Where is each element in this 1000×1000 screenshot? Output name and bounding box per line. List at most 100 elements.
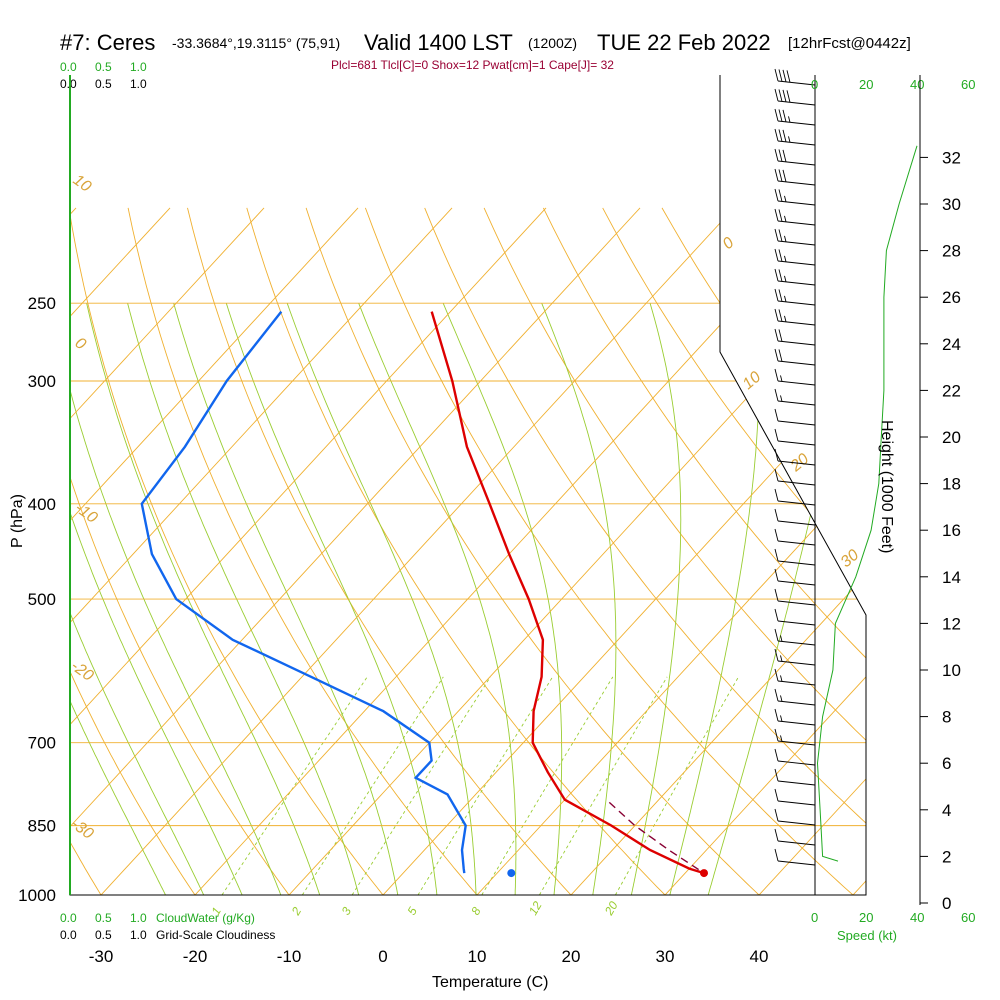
moist-adiabat-line — [70, 303, 214, 895]
isotherm-label: -30 — [68, 815, 97, 842]
dry-adiabat-line — [483, 207, 866, 895]
wind-barb-feather — [778, 169, 783, 182]
moist-adiabat-line — [664, 303, 760, 895]
wind-barb-staff — [777, 560, 816, 566]
wind-barb — [774, 568, 816, 586]
wind-barb-feather — [782, 129, 787, 143]
wind-barb-staff — [777, 80, 816, 86]
wind-barb-feather — [774, 748, 779, 762]
moist-adiabat-line — [225, 303, 440, 895]
isotherm-line — [551, 207, 866, 895]
speed-axis-title: Speed (kt) — [837, 928, 897, 943]
wind-barb-feather — [774, 268, 779, 282]
wind-barb-feather — [774, 468, 779, 482]
mixing-ratio-label: 20 — [601, 899, 620, 919]
wind-barb-staff — [777, 660, 816, 666]
wind-barb-staff — [777, 160, 816, 166]
temperature-axis-title: Temperature (C) — [432, 974, 548, 991]
wind-barb-feather — [774, 508, 779, 522]
wind-barb — [774, 448, 816, 466]
wind-barb-feather — [774, 608, 779, 622]
wind-barb-staff — [777, 720, 816, 726]
wind-barb-feather — [778, 329, 783, 342]
moist-adiabat-line — [626, 303, 682, 895]
wind-barb-staff — [777, 520, 816, 526]
wind-barb-feather — [774, 628, 779, 642]
isotherm-line — [70, 207, 641, 895]
cloudwater-label: CloudWater (g/Kg) — [156, 911, 255, 925]
dewpoint-surface-marker — [507, 869, 516, 878]
wind-barb-staff — [777, 340, 816, 346]
wind-barb-half-feather — [784, 255, 787, 263]
dry-adiabat-line — [70, 207, 210, 895]
temperature-tick-label: 10 — [468, 947, 487, 966]
wind-barb-feather — [774, 408, 779, 422]
wind-barb-staff — [777, 200, 816, 206]
wind-barb-feather — [774, 828, 779, 842]
wind-barb — [774, 488, 816, 506]
wind-barb — [774, 388, 816, 406]
wind-barb-half-feather — [784, 235, 787, 243]
height-tick-label: 24 — [942, 335, 961, 354]
isotherm-label: 10 — [70, 171, 94, 195]
wind-barb-half-feather — [784, 215, 787, 223]
wind-barb-half-feather — [784, 295, 787, 303]
wind-barb-feather — [778, 69, 783, 82]
wind-barb-staff — [777, 440, 816, 446]
wind-barb — [774, 308, 816, 326]
dry-adiabat-line — [127, 207, 496, 895]
wind-barb-staff — [777, 620, 816, 626]
isotherm-line — [269, 207, 866, 895]
temperature-tick-label: -20 — [183, 947, 208, 966]
wind-barb-half-feather — [784, 315, 787, 323]
wind-barb — [774, 548, 816, 566]
moist-adiabat-line — [173, 303, 402, 895]
wind-barb — [774, 108, 816, 126]
wind-barb-feather — [774, 528, 779, 542]
wind-barb — [774, 188, 816, 206]
dry-adiabat-line — [364, 207, 866, 895]
wind-barb — [774, 788, 816, 806]
dry-adiabat-line — [602, 207, 866, 895]
cloud-bottom-black-2: 1.0 — [130, 928, 147, 942]
moist-adiabat-line — [127, 303, 365, 895]
moist-adiabat-line — [541, 303, 617, 895]
cloud-black-0: 0.0 — [60, 77, 77, 91]
isotherm-label: 0 — [720, 234, 738, 253]
mixing-ratio-labels: 1 2 3 5 8 12 20 — [208, 899, 620, 919]
wind-barb-feather — [774, 108, 779, 122]
wind-barb-staff — [777, 420, 816, 426]
valid-zulu: (1200Z) — [528, 35, 577, 51]
wind-barb-feather — [774, 128, 779, 142]
pressure-tick-label: 500 — [28, 590, 56, 609]
wind-barb-feather — [778, 109, 783, 122]
wind-barb-staff — [777, 320, 816, 326]
height-tick-label: 20 — [942, 428, 961, 447]
wind-barb — [774, 648, 816, 666]
wind-barbs — [774, 68, 816, 866]
pressure-axis-title: P (hPa) — [9, 494, 26, 548]
mixing-ratio-label: 2 — [288, 904, 304, 918]
station-coords: -33.3684°,19.3115° (75,91) — [172, 35, 340, 51]
height-tick-label: 10 — [942, 661, 961, 680]
valid-date: TUE 22 Feb 2022 — [597, 30, 771, 55]
wind-barb-feather — [774, 588, 779, 602]
wind-barb-half-feather — [784, 195, 787, 203]
speed-top-20: 20 — [859, 77, 873, 92]
pressure-tick-label: 300 — [28, 372, 56, 391]
wind-barb-staff — [777, 300, 816, 306]
wind-barb-half-feather — [780, 695, 783, 702]
wind-barb-feather — [778, 309, 783, 322]
wind-barb-staff — [777, 460, 816, 466]
moist-adiabat-line — [442, 303, 563, 895]
wind-barb-staff — [777, 840, 816, 846]
wind-barb-staff — [777, 100, 816, 106]
dry-adiabat-line — [959, 208, 1000, 916]
wind-barb — [774, 208, 816, 226]
wind-barb-half-feather — [780, 735, 783, 742]
isotherm-line — [928, 208, 1000, 916]
dry-adiabat-line — [542, 207, 866, 895]
wind-barb-half-feather — [788, 116, 791, 123]
